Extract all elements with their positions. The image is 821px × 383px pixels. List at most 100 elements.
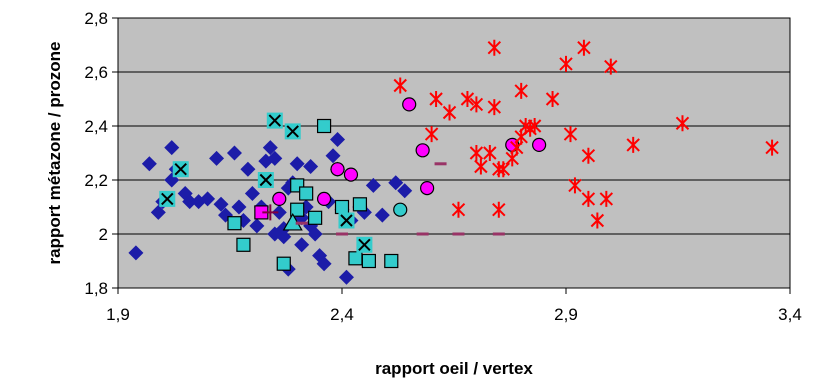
data-point-diamond bbox=[244, 186, 260, 201]
data-point-asterisk bbox=[460, 91, 475, 107]
data-point-asterisk bbox=[487, 99, 502, 116]
data-point-diamond bbox=[240, 161, 256, 177]
data-point-asterisk bbox=[581, 190, 596, 207]
data-point-asterisk bbox=[590, 212, 605, 229]
x-tick-label: 2,9 bbox=[554, 305, 578, 324]
data-point-asterisk bbox=[604, 58, 618, 75]
data-point-diamond bbox=[388, 175, 404, 191]
y-tick-label: 2,2 bbox=[84, 171, 108, 190]
data-point-diamond bbox=[307, 226, 323, 242]
data-point-diamond bbox=[303, 159, 319, 174]
data-point-diamond bbox=[316, 256, 332, 272]
data-point-asterisk bbox=[451, 201, 466, 218]
data-point-asterisk bbox=[527, 118, 542, 134]
data-point-diamond bbox=[226, 145, 242, 161]
data-point-diamond bbox=[164, 140, 180, 156]
data-point-square bbox=[361, 253, 376, 269]
data-point-asterisk bbox=[765, 139, 779, 156]
data-point-diamond bbox=[209, 150, 225, 166]
data-point-asterisk bbox=[469, 96, 484, 113]
data-point-x bbox=[257, 172, 274, 188]
data-point-x bbox=[338, 212, 355, 229]
data-point-square bbox=[384, 253, 399, 269]
tick-labels: 1,8 2 2,2 2,4 2,6 2,8 1,9 2,4 2,9 3,4 bbox=[84, 9, 801, 324]
data-point-x bbox=[266, 112, 283, 129]
data-point-circle bbox=[330, 162, 345, 177]
data-point-diamond bbox=[231, 199, 247, 215]
y-tick-label: 2,4 bbox=[84, 117, 108, 136]
data-point-diamond bbox=[330, 132, 346, 147]
x-tick-label: 2,4 bbox=[330, 305, 354, 324]
data-point-square bbox=[352, 197, 368, 212]
data-point-diamond bbox=[150, 204, 166, 220]
data-point-asterisk bbox=[563, 126, 578, 143]
data-point-diamond bbox=[294, 237, 310, 253]
data-point-diamond bbox=[213, 196, 229, 212]
data-point-square bbox=[290, 202, 305, 217]
data-point-asterisk bbox=[442, 104, 457, 121]
data-point-diamond bbox=[397, 183, 413, 199]
axes bbox=[112, 17, 791, 294]
data-point-circle bbox=[420, 181, 435, 196]
data-point-asterisk bbox=[487, 39, 502, 56]
data-point-diamond bbox=[249, 218, 265, 234]
data-point-circle bbox=[272, 191, 287, 206]
data-point-asterisk bbox=[393, 77, 407, 94]
data-point-circle bbox=[393, 202, 408, 217]
data-point-asterisk bbox=[568, 177, 582, 194]
data-point-asterisk bbox=[474, 158, 488, 175]
data-point-asterisk bbox=[545, 91, 560, 107]
data-point-diamond bbox=[267, 150, 283, 166]
data-point-asterisk bbox=[424, 126, 439, 143]
data-point-x bbox=[356, 236, 373, 253]
data-point-asterisk bbox=[577, 39, 591, 56]
data-point-diamond bbox=[182, 194, 198, 210]
data-point-diamond bbox=[289, 156, 305, 172]
data-point-circle bbox=[402, 97, 417, 112]
data-point-square bbox=[276, 256, 291, 271]
data-point-plus bbox=[262, 204, 279, 221]
data-point-circle bbox=[532, 137, 547, 152]
y-tick-label: 2,6 bbox=[84, 63, 108, 82]
data-point-square bbox=[348, 251, 363, 266]
data-point-diamond bbox=[141, 156, 157, 172]
gridlines bbox=[118, 17, 790, 289]
data-point-asterisk bbox=[496, 161, 510, 178]
data-point-diamond bbox=[271, 204, 287, 220]
data-point-diamond bbox=[374, 207, 390, 223]
data-point-asterisk bbox=[514, 82, 528, 99]
data-point-x bbox=[159, 190, 176, 207]
x-tick-label: 3,4 bbox=[778, 305, 802, 324]
data-point-square bbox=[316, 118, 332, 134]
data-point-asterisk bbox=[483, 145, 497, 161]
x-axis-label: rapport oeil / vertex bbox=[375, 359, 533, 378]
data-point-diamond bbox=[325, 148, 341, 164]
data-point-x bbox=[172, 161, 189, 178]
data-point-circle bbox=[343, 167, 359, 182]
x-tick-label: 1,9 bbox=[106, 305, 130, 324]
plot-area bbox=[117, 17, 791, 289]
data-point-square bbox=[334, 199, 350, 215]
data-point-diamond bbox=[365, 177, 381, 193]
data-point-diamond bbox=[276, 229, 292, 245]
data-point-circle bbox=[415, 143, 430, 158]
data-point-circle bbox=[316, 191, 332, 206]
data-point-asterisk bbox=[469, 145, 484, 161]
data-point-square bbox=[236, 237, 251, 252]
y-tick-label: 2,8 bbox=[84, 9, 108, 28]
y-tick-label: 2 bbox=[99, 225, 108, 244]
data-point-asterisk bbox=[492, 201, 506, 218]
data-point-asterisk bbox=[675, 115, 690, 132]
data-point-asterisk bbox=[626, 136, 640, 153]
data-points bbox=[128, 39, 779, 285]
data-point-diamond bbox=[262, 140, 278, 156]
data-point-x bbox=[284, 123, 301, 140]
data-point-square bbox=[299, 186, 314, 201]
data-point-asterisk bbox=[429, 91, 443, 107]
y-tick-label: 1,8 bbox=[84, 279, 108, 298]
data-point-diamond bbox=[200, 191, 216, 207]
data-point-diamond bbox=[128, 245, 144, 261]
data-point-square bbox=[227, 216, 242, 231]
data-point-asterisk bbox=[559, 55, 573, 72]
